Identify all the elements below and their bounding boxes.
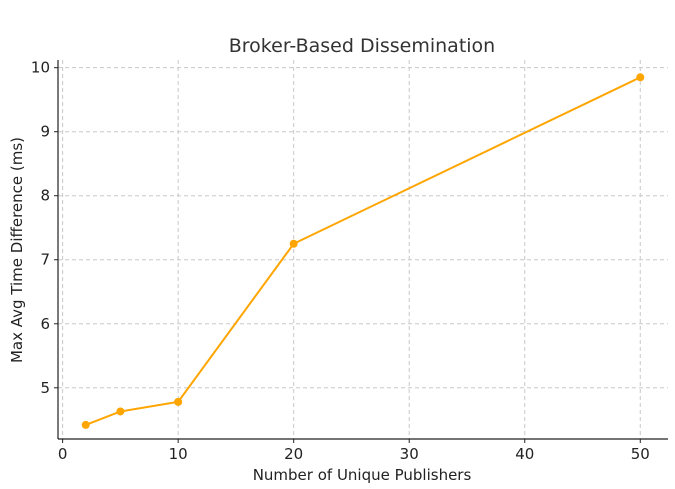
axes — [57, 60, 668, 440]
x-tick-label: 0 — [58, 445, 68, 463]
y-tick-label: 5 — [40, 379, 50, 397]
y-tick-label: 10 — [31, 59, 50, 77]
y-tick-label: 6 — [40, 315, 50, 333]
grid — [58, 60, 668, 439]
series-line — [85, 76, 641, 426]
x-axis-label: Number of Unique Publishers — [253, 466, 472, 484]
data-point — [81, 420, 90, 429]
y-axis-label: Max Avg Time Difference (ms) — [8, 137, 26, 363]
series — [81, 73, 645, 429]
tick-labels: 0 10 20 30 40 50 5 6 7 8 9 10 — [31, 59, 650, 463]
y-tick-label: 8 — [40, 187, 50, 205]
x-tick-label: 20 — [284, 445, 303, 463]
data-point — [289, 239, 298, 248]
x-tick-label: 40 — [515, 445, 534, 463]
data-point — [174, 397, 183, 406]
x-tick-label: 10 — [169, 445, 188, 463]
chart-title: Broker-Based Dissemination — [229, 35, 495, 57]
tick-marks — [54, 67, 641, 443]
x-tick-label: 30 — [400, 445, 419, 463]
x-tick-label: 50 — [631, 445, 650, 463]
data-point — [116, 407, 125, 416]
y-tick-label: 7 — [40, 251, 50, 269]
y-tick-label: 9 — [40, 123, 50, 141]
data-point — [636, 73, 645, 82]
